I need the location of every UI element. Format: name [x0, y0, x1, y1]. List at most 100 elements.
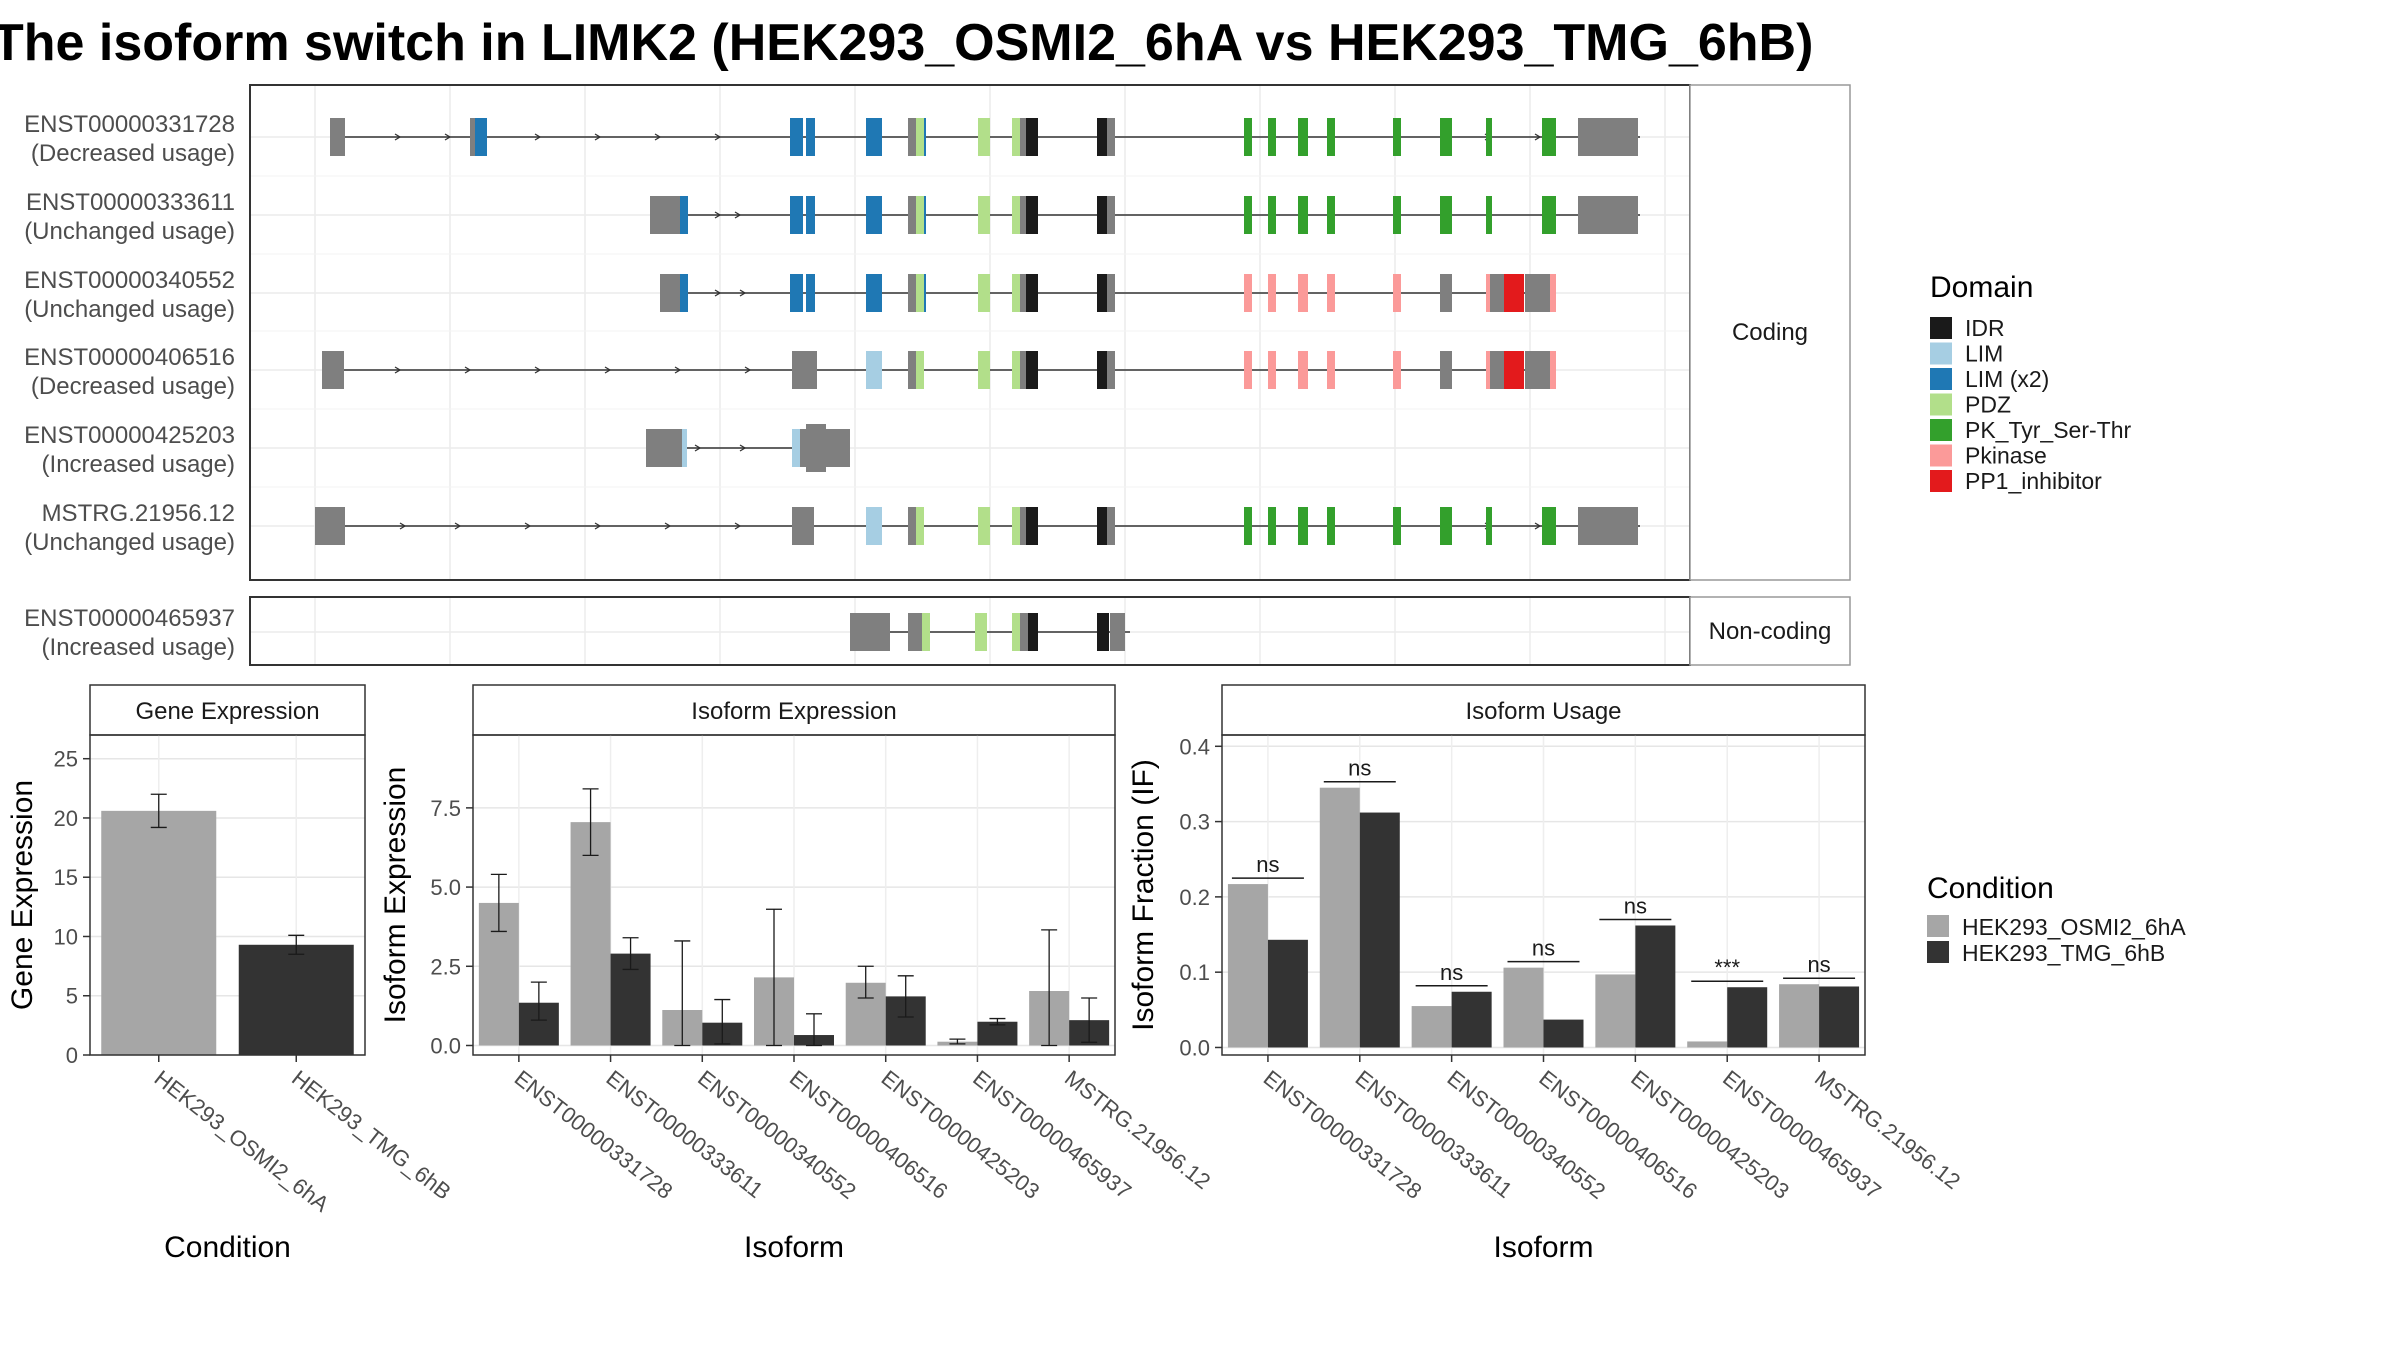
- utr-block: [650, 196, 680, 234]
- utr-block: [1578, 196, 1638, 234]
- transcript-track: [322, 351, 1556, 389]
- legend-swatch-condition-a: [1927, 915, 1949, 937]
- exon: [866, 118, 882, 156]
- bar: [1411, 1006, 1452, 1048]
- exon: [978, 351, 990, 389]
- domain-exon: [1393, 507, 1401, 545]
- exon: [1107, 274, 1115, 312]
- exon: [866, 507, 882, 545]
- y-tick-label: 7.5: [430, 796, 461, 821]
- transcript-track: [650, 196, 1640, 234]
- exon: [1440, 351, 1452, 389]
- domain-exon: [1440, 507, 1452, 545]
- domain-exon: [1298, 118, 1308, 156]
- exon: [1012, 351, 1020, 389]
- significance-label: ***: [1714, 955, 1740, 980]
- exon: [1020, 118, 1026, 156]
- exon: [680, 274, 688, 312]
- domain-exon: [1327, 351, 1335, 389]
- domain-exon: [1440, 118, 1452, 156]
- isoform-labels: ENST00000331728 (Decreased usage) ENST00…: [24, 111, 235, 661]
- domain-exon: [1298, 274, 1308, 312]
- domain-exon: [1244, 196, 1252, 234]
- exon: [806, 274, 815, 312]
- domain-exon: [1298, 196, 1308, 234]
- x-tick-label: ENST00000406516: [785, 1065, 953, 1204]
- intron-arrow: [694, 444, 702, 452]
- domain-exon: [1393, 274, 1401, 312]
- isoform-usage-label: (Unchanged usage): [24, 529, 235, 556]
- bar: [238, 944, 354, 1055]
- intron-arrow: [1534, 522, 1542, 530]
- exon: [1504, 274, 1524, 312]
- exon: [866, 274, 882, 312]
- isoform-id-label: ENST00000340552: [24, 267, 235, 294]
- exon: [866, 196, 882, 234]
- y-tick-label: 0.0: [430, 1033, 461, 1058]
- significance-label: ns: [1440, 960, 1463, 985]
- exon: [916, 507, 924, 545]
- legend-label: LIM: [1965, 341, 2003, 367]
- panel-title: Gene Expression: [135, 698, 319, 725]
- y-tick-label: 5: [66, 984, 78, 1009]
- exon: [866, 351, 882, 389]
- exon: [1440, 274, 1452, 312]
- bar: [1359, 812, 1400, 1048]
- exon: [1504, 351, 1524, 389]
- noncoding-strip-label: Non-coding: [1709, 618, 1832, 645]
- utr-block: [1578, 118, 1638, 156]
- isoform-id-label: ENST00000465937: [24, 605, 235, 632]
- legend-label-condition-b: HEK293_TMG_6hB: [1962, 940, 2165, 966]
- domain-exon: [1268, 351, 1276, 389]
- domain-exon: [1244, 118, 1252, 156]
- coding-strip-label: Coding: [1732, 319, 1808, 346]
- bar: [1595, 974, 1636, 1048]
- domain-exon: [1298, 351, 1308, 389]
- panel-frame: [89, 734, 366, 1056]
- legend-swatch: [1930, 470, 1952, 492]
- y-tick-label: 0.0: [1179, 1035, 1210, 1060]
- transcript-track: [330, 118, 1640, 156]
- domain-exon: [1268, 118, 1276, 156]
- domain-exon: [1542, 507, 1556, 545]
- exon: [1026, 274, 1038, 312]
- exon: [1028, 613, 1038, 651]
- intron-arrow: [654, 133, 662, 141]
- x-tick-label: ENST00000465937: [1718, 1065, 1886, 1204]
- significance-label: ns: [1256, 852, 1279, 877]
- exon: [1107, 351, 1115, 389]
- utr-block: [322, 351, 344, 389]
- exon: [978, 118, 990, 156]
- y-tick-label: 20: [54, 806, 78, 831]
- utr-block: [1525, 274, 1550, 312]
- domain-exon: [1268, 274, 1276, 312]
- exon: [790, 196, 803, 234]
- exon: [1107, 507, 1115, 545]
- utr-block: [330, 118, 345, 156]
- x-axis-title: Isoform: [744, 1231, 844, 1264]
- intron-arrow: [744, 366, 752, 374]
- exon: [342, 125, 345, 149]
- bar: [1727, 987, 1768, 1048]
- isoform-usage-label: (Increased usage): [42, 451, 235, 478]
- intron-arrow: [714, 211, 722, 219]
- y-tick-label: 10: [54, 924, 78, 949]
- domain-exon: [1486, 507, 1492, 545]
- domain-exon: [1244, 507, 1252, 545]
- exon: [806, 118, 815, 156]
- isoform-usage-label: (Increased usage): [42, 634, 235, 661]
- exon: [916, 274, 924, 312]
- legend-label: IDR: [1965, 315, 2005, 341]
- significance-label: ns: [1807, 952, 1830, 977]
- legend-swatch: [1930, 444, 1952, 467]
- exon: [1026, 507, 1038, 545]
- domain-exon: [1542, 118, 1556, 156]
- isoform-usage-label: (Decreased usage): [31, 140, 235, 167]
- legend-swatch-condition-b: [1927, 941, 1949, 963]
- isoform-usage-label: (Decreased usage): [31, 373, 235, 400]
- intron-arrow: [714, 289, 722, 297]
- exon: [916, 351, 924, 389]
- significance-label: ns: [1532, 936, 1555, 961]
- y-tick-label: 5.0: [430, 875, 461, 900]
- exon: [1012, 507, 1020, 545]
